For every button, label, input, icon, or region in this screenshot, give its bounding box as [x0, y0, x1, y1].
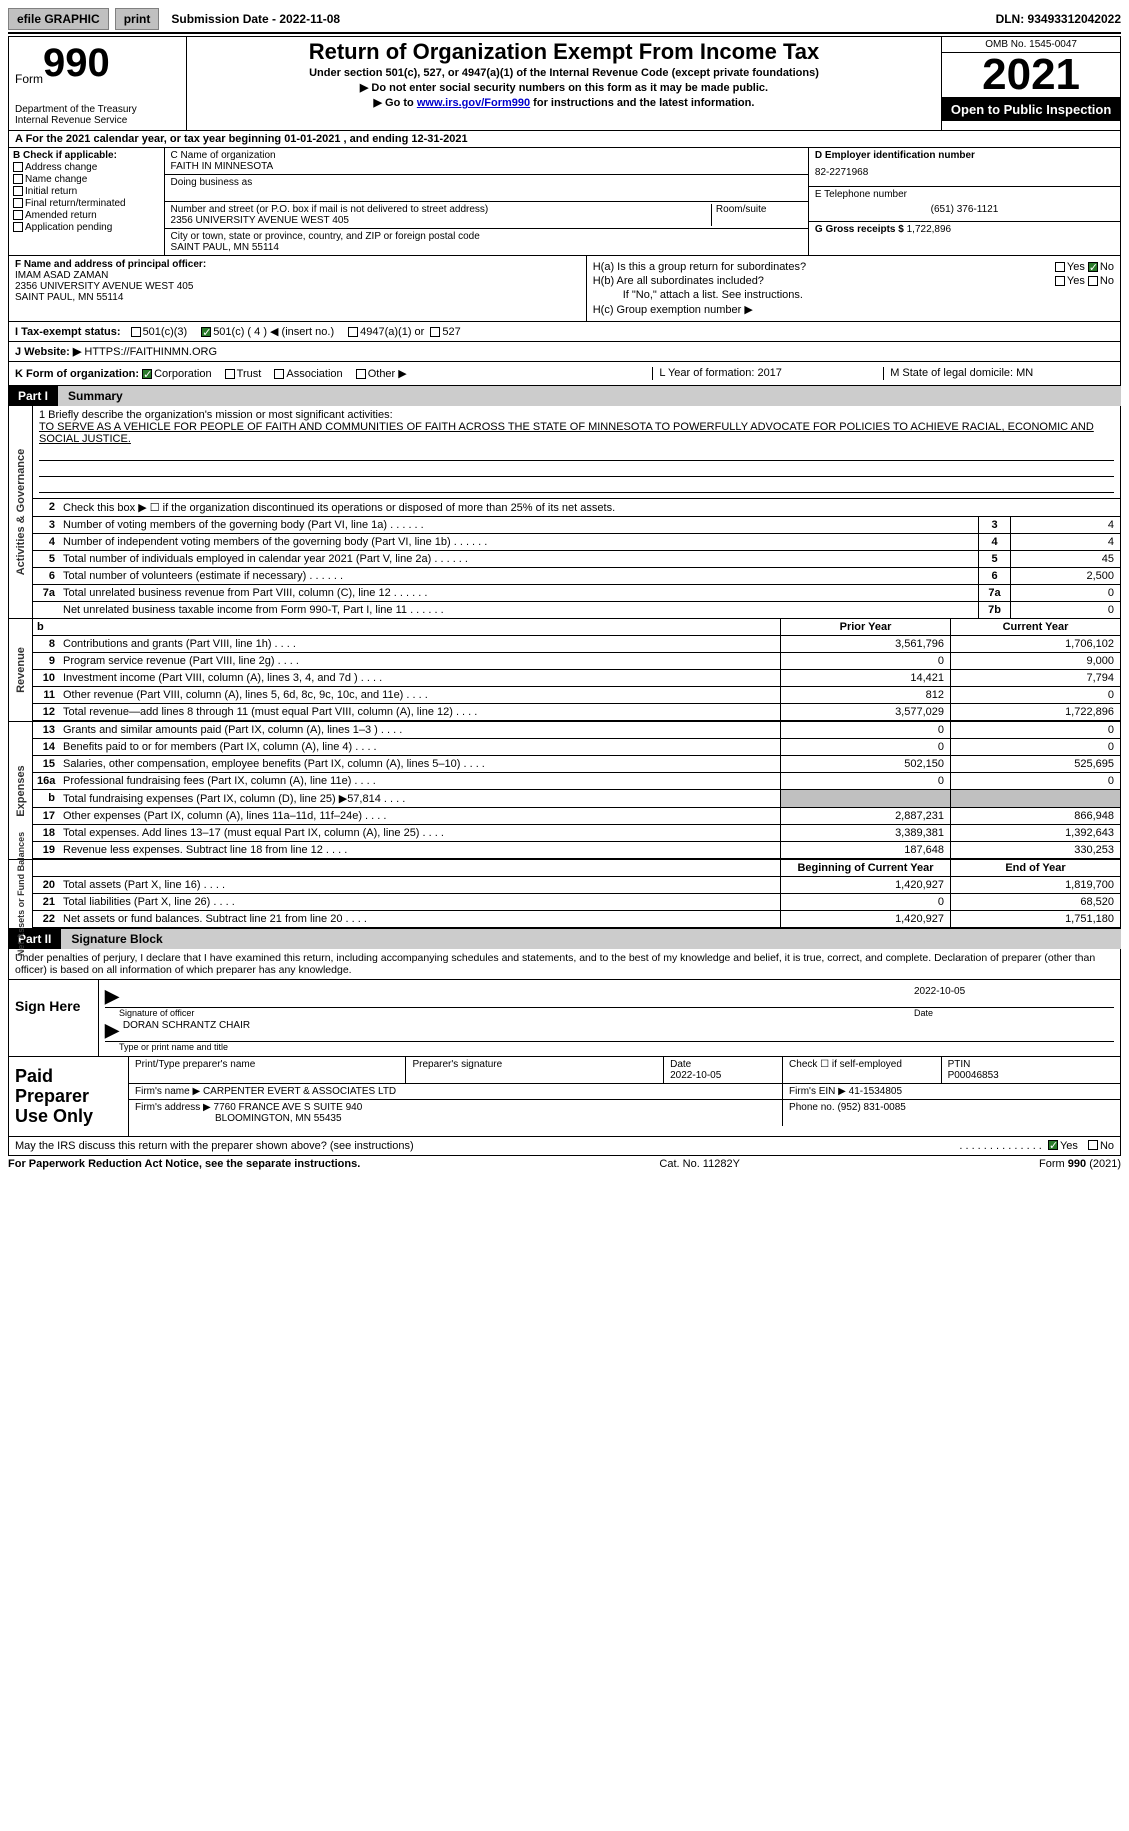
firm-address: 7760 FRANCE AVE S SUITE 940 [214, 1102, 363, 1113]
table-row: 13Grants and similar amounts paid (Part … [33, 722, 1120, 739]
form-number: Form990 [15, 41, 180, 86]
officer-name: IMAM ASAD ZAMAN [15, 270, 580, 281]
table-row: 5Total number of individuals employed in… [33, 551, 1120, 568]
officer-group-block: F Name and address of principal officer:… [8, 256, 1121, 322]
table-row: 22Net assets or fund balances. Subtract … [33, 911, 1120, 928]
page-footer: For Paperwork Reduction Act Notice, see … [8, 1156, 1121, 1172]
table-row: 8Contributions and grants (Part VIII, li… [33, 636, 1120, 653]
efile-btn[interactable]: efile GRAPHIC [8, 8, 109, 30]
subtitle-1: Under section 501(c), 527, or 4947(a)(1)… [191, 67, 937, 79]
print-btn[interactable]: print [115, 8, 160, 30]
street-address: 2356 UNIVERSITY AVENUE WEST 405 [171, 215, 707, 226]
irs-link[interactable]: www.irs.gov/Form990 [417, 97, 530, 109]
tax-year: 2021 [942, 53, 1120, 98]
table-row: 4Number of independent voting members of… [33, 534, 1120, 551]
line-a: A For the 2021 calendar year, or tax yea… [8, 131, 1121, 148]
officer-name-title: DORAN SCHRANTZ CHAIR [123, 1020, 1114, 1041]
table-row: 9Program service revenue (Part VIII, lin… [33, 653, 1120, 670]
table-row: Net unrelated business taxable income fr… [33, 602, 1120, 618]
firm-name: CARPENTER EVERT & ASSOCIATES LTD [203, 1086, 396, 1097]
website-url: HTTPS://FAITHINMN.ORG [84, 346, 217, 358]
section-f: F Name and address of principal officer:… [9, 256, 587, 321]
table-row: 14Benefits paid to or for members (Part … [33, 739, 1120, 756]
table-row: 10Investment income (Part VIII, column (… [33, 670, 1120, 687]
table-row: 19Revenue less expenses. Subtract line 1… [33, 842, 1120, 859]
ein: 82-2271968 [815, 161, 1114, 184]
state-domicile: M State of legal domicile: MN [883, 367, 1114, 380]
table-row: 18Total expenses. Add lines 13–17 (must … [33, 825, 1120, 842]
subtitle-3: ▶ Go to www.irs.gov/Form990 for instruct… [191, 96, 937, 109]
telephone: (651) 376-1121 [815, 200, 1114, 219]
website-row: J Website: ▶ HTTPS://FAITHINMN.ORG [8, 342, 1121, 362]
sign-date: 2022-10-05 [914, 986, 1114, 1007]
firm-phone: (952) 831-0085 [837, 1102, 905, 1113]
expenses-block: Expenses 13Grants and similar amounts pa… [8, 722, 1121, 860]
top-toolbar: efile GRAPHIC print Submission Date - 20… [8, 8, 1121, 34]
section-b: B Check if applicable: Address change Na… [9, 148, 165, 255]
net-assets-block: Net Assets or Fund Balances Beginning of… [8, 860, 1121, 929]
gross-receipts: 1,722,896 [907, 224, 952, 235]
part2-header: Part II Signature Block [8, 929, 1121, 949]
section-h: H(a) Is this a group return for subordin… [587, 256, 1120, 321]
firm-ein: 41-1534805 [849, 1086, 902, 1097]
mission-text: TO SERVE AS A VEHICLE FOR PEOPLE OF FAIT… [39, 421, 1114, 445]
form-header: Form990 Department of the Treasury Inter… [8, 36, 1121, 131]
part1-header: Part I Summary [8, 386, 1121, 406]
sign-here-label: Sign Here [9, 980, 99, 1056]
org-name: FAITH IN MINNESOTA [171, 161, 802, 172]
table-row: 12Total revenue—add lines 8 through 11 (… [33, 704, 1120, 721]
form-of-org: K Form of organization: Corporation Trus… [8, 362, 1121, 386]
paid-preparer: Paid Preparer Use Only Print/Type prepar… [8, 1057, 1121, 1137]
activities-governance: Activities & Governance 1 Briefly descri… [8, 406, 1121, 619]
revenue-block: Revenue bPrior YearCurrent Year 8Contrib… [8, 619, 1121, 722]
table-row: 7aTotal unrelated business revenue from … [33, 585, 1120, 602]
subtitle-2: ▶ Do not enter social security numbers o… [191, 81, 937, 94]
table-row: 21Total liabilities (Part X, line 26) . … [33, 894, 1120, 911]
dept-treasury: Department of the Treasury [15, 104, 180, 115]
dln: DLN: 93493312042022 [996, 12, 1121, 26]
table-row: 20Total assets (Part X, line 16) . . . .… [33, 877, 1120, 894]
table-row: 6Total number of volunteers (estimate if… [33, 568, 1120, 585]
open-to-public: Open to Public Inspection [942, 98, 1120, 121]
section-c: C Name of organization FAITH IN MINNESOT… [165, 148, 809, 255]
signature-block: Under penalties of perjury, I declare th… [8, 949, 1121, 1057]
discuss-with-preparer: May the IRS discuss this return with the… [8, 1137, 1121, 1156]
mission-block: 1 Briefly describe the organization's mi… [33, 406, 1120, 499]
table-row: 16aProfessional fundraising fees (Part I… [33, 773, 1120, 790]
ptin: P00046853 [948, 1070, 999, 1081]
table-row: 11Other revenue (Part VIII, column (A), … [33, 687, 1120, 704]
city-state-zip: SAINT PAUL, MN 55114 [171, 242, 802, 253]
dept-irs: Internal Revenue Service [15, 115, 180, 126]
table-row: bTotal fundraising expenses (Part IX, co… [33, 790, 1120, 808]
section-d: D Employer identification number 82-2271… [809, 148, 1120, 255]
table-row: 15Salaries, other compensation, employee… [33, 756, 1120, 773]
submission-date: Submission Date - 2022-11-08 [171, 12, 340, 26]
form-title: Return of Organization Exempt From Incom… [191, 39, 937, 65]
table-row: 17Other expenses (Part IX, column (A), l… [33, 808, 1120, 825]
entity-block: B Check if applicable: Address change Na… [8, 148, 1121, 256]
tax-exempt-status: I Tax-exempt status: 501(c)(3) 501(c) ( … [8, 322, 1121, 342]
year-formation: L Year of formation: 2017 [652, 367, 883, 380]
table-row: 3Number of voting members of the governi… [33, 517, 1120, 534]
penalty-statement: Under penalties of perjury, I declare th… [9, 949, 1120, 979]
